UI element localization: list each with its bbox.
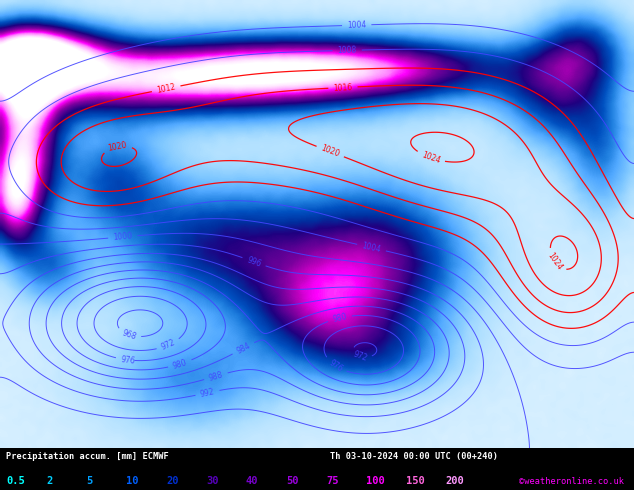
- Text: 972: 972: [351, 349, 368, 363]
- Text: 984: 984: [235, 341, 252, 356]
- Text: 996: 996: [245, 255, 262, 269]
- Text: 40: 40: [246, 476, 259, 486]
- Text: 10: 10: [126, 476, 139, 486]
- Text: 1024: 1024: [545, 251, 564, 272]
- Text: 980: 980: [172, 358, 188, 370]
- Text: 30: 30: [206, 476, 219, 486]
- Text: 2: 2: [46, 476, 53, 486]
- Text: 968: 968: [121, 328, 138, 342]
- Text: 1004: 1004: [347, 21, 366, 30]
- Text: 988: 988: [208, 370, 224, 383]
- Text: 976: 976: [120, 355, 136, 365]
- Text: 980: 980: [332, 312, 348, 324]
- Text: 1020: 1020: [107, 141, 128, 153]
- Text: 1024: 1024: [420, 150, 441, 165]
- Text: 75: 75: [326, 476, 339, 486]
- Text: 1016: 1016: [333, 83, 353, 93]
- Text: 1012: 1012: [156, 82, 176, 95]
- Text: 200: 200: [446, 476, 465, 486]
- Text: 1008: 1008: [337, 46, 357, 55]
- Text: 1004: 1004: [361, 241, 382, 254]
- Text: 1020: 1020: [320, 144, 341, 159]
- Text: 972: 972: [160, 338, 177, 352]
- Text: 976: 976: [327, 358, 344, 373]
- Text: 50: 50: [286, 476, 299, 486]
- Text: ©weatheronline.co.uk: ©weatheronline.co.uk: [519, 477, 624, 486]
- Text: 20: 20: [166, 476, 179, 486]
- Text: 100: 100: [366, 476, 385, 486]
- Text: 0.5: 0.5: [6, 476, 25, 486]
- Text: 992: 992: [200, 387, 216, 399]
- Text: 150: 150: [406, 476, 425, 486]
- Text: Precipitation accum. [mm] ECMWF: Precipitation accum. [mm] ECMWF: [6, 452, 169, 461]
- Text: Th 03-10-2024 00:00 UTC (00+240): Th 03-10-2024 00:00 UTC (00+240): [330, 452, 498, 461]
- Text: 5: 5: [86, 476, 93, 486]
- Text: 1000: 1000: [113, 232, 133, 242]
